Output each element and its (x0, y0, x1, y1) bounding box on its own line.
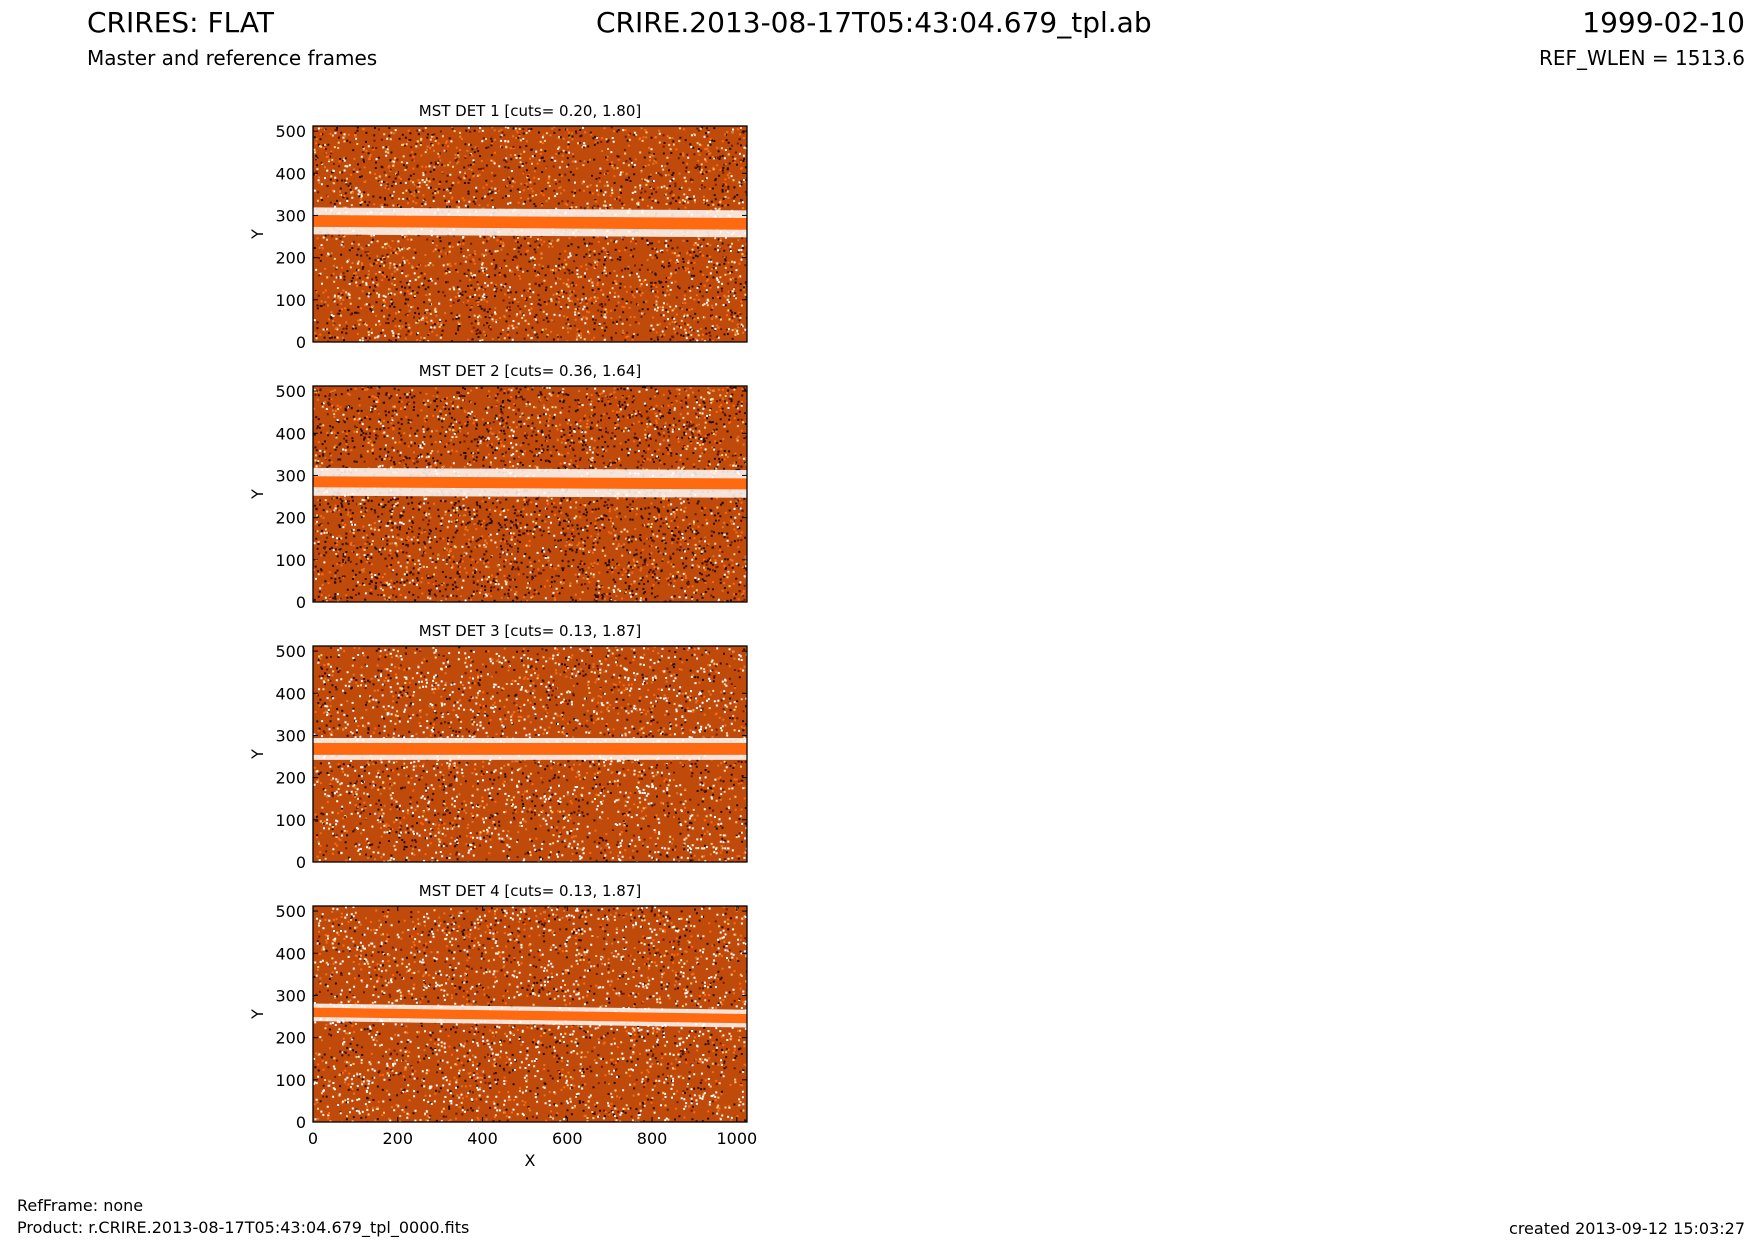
panel-1-image (313, 126, 747, 342)
panel-2: MST DET 2 [cuts= 0.36, 1.64] 0 100 200 300 40… (248, 362, 748, 612)
footer-info: RefFrame: none Product: r.CRIRE.2013-08-… (17, 1195, 469, 1239)
y-tick-label: 400 (275, 684, 306, 703)
y-tick-label: 0 (296, 1113, 306, 1132)
y-axis-label: Y (248, 489, 267, 500)
x-tick-label: 600 (552, 1129, 583, 1148)
panel-3-frame (312, 645, 748, 863)
y-tick-label: 0 (296, 333, 306, 352)
y-tick-label: 300 (275, 206, 306, 225)
panel-1-frame (312, 125, 748, 343)
x-tick-label: 200 (382, 1129, 413, 1148)
header-subtitle-left: Master and reference frames (87, 46, 378, 70)
panel-2-frame (312, 385, 748, 603)
x-tick-label: 0 (308, 1129, 318, 1148)
y-tick-label: 0 (296, 853, 306, 872)
y-tick-label: 100 (275, 551, 306, 570)
header-title-center: CRIRE.2013-08-17T05:43:04.679_tpl.ab (596, 6, 1152, 39)
y-tick-label: 500 (275, 642, 306, 661)
panel-3-image (313, 646, 747, 862)
y-tick-label: 500 (275, 902, 306, 921)
band (313, 215, 747, 230)
panel-3: MST DET 3 [cuts= 0.13, 1.87] 0 100 200 300 40… (248, 622, 748, 872)
panel-4: MST DET 4 [cuts= 0.13, 1.87] 0 100 200 300 40… (248, 882, 757, 1170)
y-tick-label: 200 (275, 509, 306, 528)
x-tick-label: 800 (637, 1129, 668, 1148)
y-tick-label: 100 (275, 291, 306, 310)
x-axis-label: X (525, 1151, 536, 1170)
band (313, 743, 747, 755)
panel-4-image (313, 906, 747, 1122)
y-tick-label: 200 (275, 249, 306, 268)
panel-1-title: MST DET 1 [cuts= 0.20, 1.80] (419, 102, 642, 120)
header-title-left: CRIRES: FLAT (87, 6, 274, 39)
y-tick-label: 200 (275, 769, 306, 788)
y-axis-label: Y (248, 1009, 267, 1020)
y-tick-label: 500 (275, 382, 306, 401)
panel-4-title: MST DET 4 [cuts= 0.13, 1.87] (419, 882, 642, 900)
x-tick-label: 400 (467, 1129, 498, 1148)
y-tick-label: 300 (275, 466, 306, 485)
footer-refframe: RefFrame: none (17, 1196, 144, 1215)
panel-3-title: MST DET 3 [cuts= 0.13, 1.87] (419, 622, 642, 640)
footer-created: created 2013-09-12 15:03:27 (1509, 1219, 1745, 1238)
y-tick-label: 400 (275, 424, 306, 443)
panel-2-title: MST DET 2 [cuts= 0.36, 1.64] (419, 362, 642, 380)
panel-2-image (313, 386, 747, 602)
header-subtitle-right: REF_WLEN = 1513.6 (1538, 46, 1745, 70)
x-tick-label: 1000 (716, 1129, 757, 1148)
y-tick-label: 100 (275, 811, 306, 830)
footer-product: Product: r.CRIRE.2013-08-17T05:43:04.679… (17, 1218, 470, 1237)
y-axis-label: Y (248, 229, 267, 240)
y-tick-label: 500 (275, 122, 306, 141)
y-tick-label: 100 (275, 1071, 306, 1090)
band (313, 1007, 747, 1024)
header-title-right: 1999-02-10 (1582, 6, 1745, 39)
y-tick-label: 0 (296, 593, 306, 612)
y-axis-label: Y (248, 749, 267, 760)
y-tick-label: 200 (275, 1029, 306, 1048)
y-tick-label: 400 (275, 944, 306, 963)
y-tick-label: 300 (275, 986, 306, 1005)
band (313, 476, 747, 490)
y-tick-label: 400 (275, 164, 306, 183)
y-tick-label: 300 (275, 726, 306, 745)
panel-4-frame (312, 905, 748, 1123)
panel-1: MST DET 1 [cuts= 0.20, 1.80] 0 100 200 300 40… (248, 102, 748, 352)
